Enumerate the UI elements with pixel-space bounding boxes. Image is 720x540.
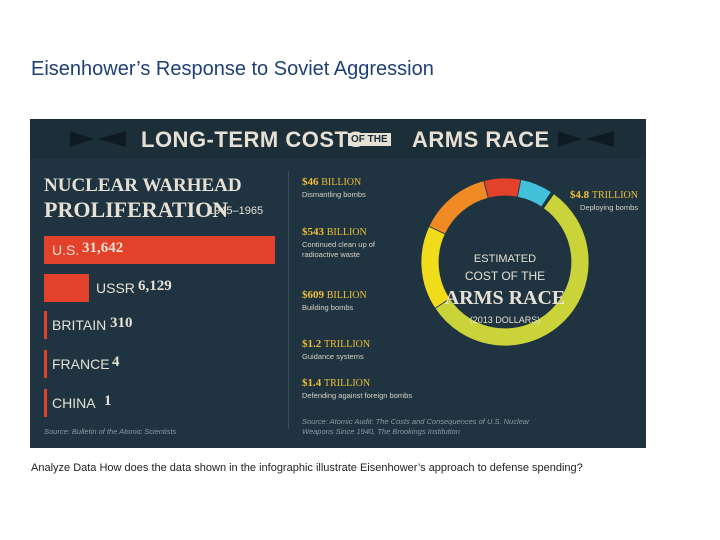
ring-center-line3: ARMS RACE	[445, 287, 566, 309]
warhead-count-label: 4	[112, 354, 120, 370]
ring-slice	[428, 180, 489, 235]
warhead-count-label: 310	[110, 315, 133, 331]
left-bowtie-icon	[70, 131, 126, 147]
ring-center-line4: (2013 DOLLARS)	[470, 315, 541, 325]
warhead-bar-us	[44, 236, 275, 264]
warhead-count-label: 1	[104, 393, 112, 409]
ring-center-line1: ESTIMATED	[474, 253, 536, 265]
cost-description: Building bombs	[302, 303, 354, 312]
cost-source: Source: Atomic Audit: The Costs and Cons…	[302, 417, 530, 436]
cost-unit: BILLION	[321, 177, 362, 188]
cost-amount: $1.2 TRILLION	[302, 338, 371, 350]
warhead-country-label: CHINA	[52, 395, 96, 411]
cost-description: Continued clean up of radioactive waste	[302, 240, 375, 259]
ring-slice	[540, 191, 555, 209]
cost-item: $609 BILLION Building bombs	[302, 289, 412, 313]
ring-slice	[483, 177, 522, 199]
warhead-country-label: BRITAIN	[52, 317, 107, 333]
warhead-title-line2: PROLIFERATION	[44, 197, 229, 222]
cost-description: Dismantling bombs	[302, 190, 366, 199]
cost-unit: TRILLION	[324, 378, 371, 389]
warhead-years: 1945–1965	[208, 205, 264, 217]
warhead-country-label: FRANCE	[52, 356, 110, 372]
cost-unit: TRILLION	[324, 339, 371, 350]
cost-item: $4.8 TRILLION Deploying bombs	[528, 189, 638, 213]
cost-description: Deploying bombs	[580, 203, 638, 212]
warhead-bar-ussr	[44, 274, 89, 302]
ring-center-line2: COST OF THE	[465, 269, 545, 283]
warhead-source: Source: Bulletin of the Atomic Scientist…	[44, 427, 177, 436]
warhead-bar-france	[44, 350, 47, 378]
warhead-bar-britain	[44, 311, 47, 339]
cost-amount: $1.4 TRILLION	[302, 377, 371, 389]
warhead-count-label: 6,129	[138, 278, 172, 294]
warhead-title-line1: NUCLEAR WARHEAD	[44, 175, 242, 196]
cost-description: Guidance systems	[302, 352, 364, 361]
cost-unit: BILLION	[326, 227, 367, 238]
arms-race-infographic: LONG-TERM COSTS OF THE ARMS RACE NUCLEAR…	[30, 119, 646, 448]
warhead-count-label: 31,642	[82, 240, 124, 256]
cost-amount: $609 BILLION	[302, 289, 367, 301]
warhead-bar-china	[44, 389, 47, 417]
section-divider	[288, 171, 289, 429]
cost-amount: $4.8 TRILLION	[569, 189, 638, 201]
cost-item: $46 BILLION Dismantling bombs	[302, 176, 412, 200]
cost-amount: $46 BILLION	[302, 176, 362, 188]
question-caption: Analyze Data How does the data shown in …	[31, 462, 583, 474]
cost-item: $1.4 TRILLION Defending against foreign b…	[302, 377, 442, 401]
cost-description: Defending against foreign bombs	[302, 391, 413, 400]
cost-unit: TRILLION	[591, 190, 638, 201]
banner-of-the: OF THE	[348, 133, 391, 146]
banner: LONG-TERM COSTS OF THE ARMS RACE	[30, 119, 646, 159]
cost-ring-chart: ESTIMATED COST OF THE ARMS RACE (2013 DO…	[420, 177, 590, 347]
slide-title: Eisenhower’s Response to Soviet Aggressi…	[31, 58, 434, 80]
cost-item: $1.2 TRILLION Guidance systems	[302, 338, 412, 362]
banner-title-left: LONG-TERM COSTS	[141, 127, 364, 152]
cost-amount: $543 BILLION	[302, 226, 367, 238]
right-bowtie-icon	[558, 131, 614, 147]
warhead-country-label: USSR	[96, 280, 135, 296]
banner-title-right: ARMS RACE	[412, 127, 550, 152]
cost-item: $543 BILLION Continued clean up of radioa…	[302, 226, 412, 260]
warhead-country-label: U.S.	[52, 242, 80, 258]
cost-unit: BILLION	[326, 290, 367, 301]
